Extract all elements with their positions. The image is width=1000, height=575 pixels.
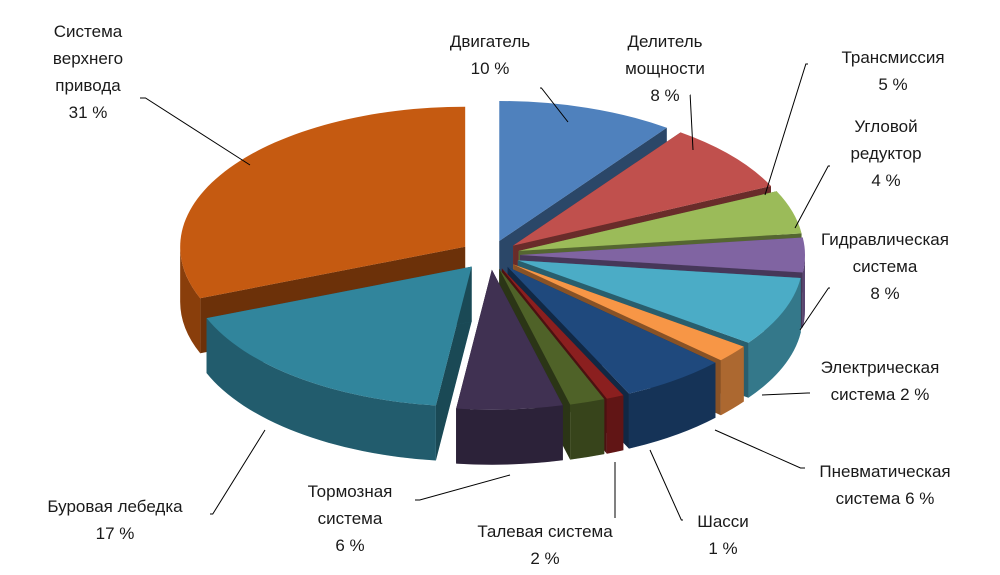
category-label: Шасси	[697, 512, 749, 531]
slice-top	[501, 268, 624, 399]
slice-side	[802, 255, 805, 328]
slice-top	[206, 266, 472, 406]
slice-top	[507, 266, 716, 394]
slice-side	[748, 277, 801, 398]
value-label: 8 %	[650, 86, 680, 105]
leader-line	[794, 165, 830, 229]
slice-label: Делитель мощности 8 %	[605, 28, 725, 109]
slice-label: Трансмиссия 5 %	[823, 44, 963, 98]
slice-side-shade	[456, 405, 563, 465]
slice-side	[456, 405, 563, 465]
slice-side	[606, 395, 624, 454]
leader-line	[210, 429, 266, 515]
slice-side	[206, 318, 436, 461]
slice-side-shade	[180, 246, 201, 354]
value-label: 1 %	[708, 539, 738, 558]
value-label: 17 %	[95, 524, 135, 543]
category-label: Делитель мощности	[625, 32, 705, 78]
slice	[456, 269, 563, 465]
slice-label: Тормозная система 6 %	[295, 478, 405, 559]
leader-line	[415, 474, 511, 501]
slice-top	[513, 264, 744, 361]
slice-label: Система верхнего привода 31 %	[28, 18, 148, 126]
category-label: Талевая система	[477, 522, 613, 541]
category-label: Электрическая система	[820, 358, 940, 404]
slice-label: Талевая система 2 %	[445, 518, 645, 572]
slice-side-shade	[802, 255, 805, 328]
slice-top	[518, 191, 802, 251]
leader-line	[540, 87, 569, 123]
slice-side-shade	[720, 346, 744, 416]
slice-label: Двигатель 10 %	[420, 28, 560, 82]
category-label: Тормозная система	[307, 482, 393, 528]
value-label: 31 %	[68, 103, 108, 122]
value-label: 10 %	[470, 59, 510, 78]
slice-top	[499, 269, 605, 405]
category-label: Система верхнего привода	[52, 22, 124, 95]
value-label: 6 %	[335, 536, 365, 555]
slice-label: Гидравлическая система 8 %	[790, 226, 980, 307]
slice-label: Пневматическая система 6 %	[805, 458, 965, 512]
slice-side	[570, 399, 605, 460]
slice-side-shade	[628, 362, 716, 449]
slice-label: Шасси 1 %	[683, 508, 763, 562]
leader-line	[761, 392, 810, 396]
value-label: 2 %	[530, 549, 560, 568]
slice-side	[628, 362, 716, 449]
value-label: 6 %	[905, 489, 935, 508]
category-label: Угловой редуктор	[850, 117, 922, 163]
category-label: Гидравлическая система	[821, 230, 949, 276]
value-label: 2 %	[900, 385, 930, 404]
slice-label: Буровая лебедка 17 %	[15, 493, 215, 547]
slice-top	[520, 237, 805, 273]
slice-top	[499, 100, 667, 241]
slice	[206, 266, 472, 461]
slice-side	[720, 346, 744, 416]
leader-line	[799, 287, 830, 331]
slice-side	[180, 246, 201, 354]
slice-side-shade	[570, 399, 605, 460]
leader-line	[689, 94, 694, 151]
slice-top	[517, 260, 801, 343]
slice-side-shade	[206, 318, 436, 461]
slice-side-shade	[748, 277, 801, 398]
slice-label: Электрическая система 2 %	[805, 354, 955, 408]
category-label: Трансмиссия	[841, 48, 945, 67]
category-label: Пневматическая система	[819, 462, 951, 508]
value-label: 5 %	[878, 75, 908, 94]
slice-side-shade	[606, 395, 624, 454]
leader-line	[649, 449, 683, 521]
value-label: 4 %	[871, 171, 901, 190]
category-label: Двигатель	[449, 32, 531, 51]
slice-label: Угловой редуктор 4 %	[831, 113, 941, 194]
category-label: Буровая лебедка	[47, 497, 183, 516]
value-label: 8 %	[870, 284, 900, 303]
slice-top	[456, 269, 563, 410]
slice-top	[180, 106, 466, 299]
leader-line	[764, 63, 808, 196]
slice-top	[513, 132, 771, 246]
leader-line	[140, 97, 251, 166]
leader-line	[714, 429, 805, 469]
